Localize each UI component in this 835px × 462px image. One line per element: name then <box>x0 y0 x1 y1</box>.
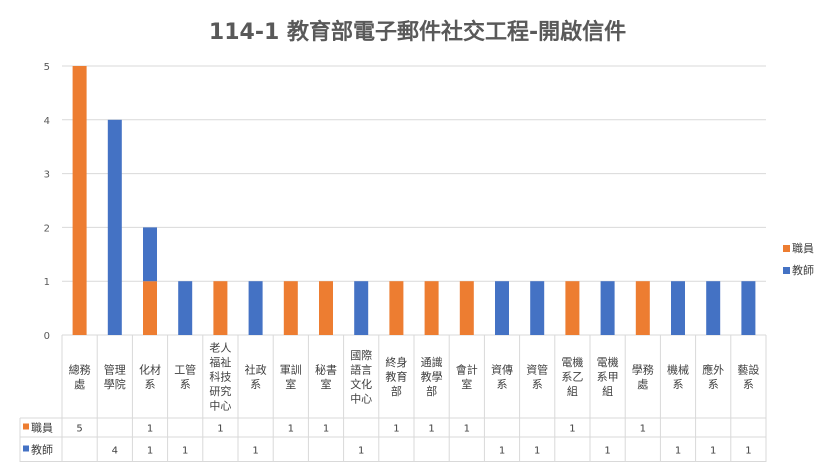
table-cell-value: 1 <box>182 446 188 457</box>
table-cell-value: 1 <box>710 446 716 457</box>
bar-staff <box>459 281 474 335</box>
x-tick-label: 會計室 <box>456 362 478 391</box>
bar-teacher <box>671 281 685 335</box>
table-cell-value: 1 <box>640 424 646 435</box>
y-tick-label: 2 <box>44 223 50 234</box>
bar-staff <box>283 281 298 335</box>
table-cell-value: 1 <box>288 424 294 435</box>
x-tick-label: 機械系 <box>667 362 689 391</box>
bar-staff <box>72 66 87 335</box>
x-tick-label: 電機系甲組 <box>597 355 619 398</box>
y-tick-label: 5 <box>44 62 50 73</box>
x-tick-label: 學務處 <box>632 362 654 391</box>
table-cell-value: 1 <box>675 446 681 457</box>
legend-swatch-staff <box>783 245 790 252</box>
legend-label-teacher: 教師 <box>792 264 814 277</box>
legend-item-teacher: 教師 <box>783 262 814 278</box>
table-cell-value: 1 <box>147 446 153 457</box>
x-tick-label: 資管系 <box>526 362 548 391</box>
table-cell-value: 1 <box>252 446 258 457</box>
x-tick-label: 國際語言文化中心 <box>350 349 372 406</box>
legend-label-staff: 職員 <box>792 242 814 255</box>
x-tick-label: 資傳系 <box>491 363 513 391</box>
bar-teacher <box>143 227 157 282</box>
bar-staff <box>213 281 228 335</box>
legend-swatch-teacher <box>783 267 790 274</box>
bar-staff <box>389 281 404 335</box>
table-row-label: 教師 <box>31 444 53 457</box>
y-tick-label: 3 <box>44 170 50 181</box>
table-cell-value: 1 <box>323 424 329 435</box>
bar-staff <box>143 281 157 335</box>
bar-teacher <box>530 281 545 335</box>
x-tick-label: 管理學院 <box>104 362 126 391</box>
table-row-label: 職員 <box>31 422 53 435</box>
table-cell-value: 1 <box>534 446 540 457</box>
table-cell-value: 5 <box>76 424 82 435</box>
y-tick-label: 0 <box>44 331 50 342</box>
x-tick-label: 總務處 <box>69 362 91 391</box>
table-cell-value: 1 <box>147 424 153 435</box>
x-tick-label: 工管系 <box>174 362 196 391</box>
table-legend-key-staff <box>23 423 29 430</box>
bar-staff <box>565 281 580 335</box>
table-cell-value: 1 <box>464 424 470 435</box>
table-cell-value: 1 <box>428 424 434 435</box>
legend-item-staff: 職員 <box>783 240 814 256</box>
table-cell-value: 4 <box>112 446 118 457</box>
bar-teacher <box>600 281 615 335</box>
bar-teacher <box>354 281 369 335</box>
table-cell-value: 1 <box>569 424 575 435</box>
table-cell-value: 1 <box>745 446 751 457</box>
x-tick-label: 化材系 <box>139 362 161 391</box>
bar-staff <box>319 281 333 335</box>
x-tick-label: 應外系 <box>702 362 724 391</box>
bar-teacher <box>107 119 122 335</box>
bar-teacher <box>248 281 263 335</box>
x-tick-label: 通識教學部 <box>421 356 443 398</box>
table-cell-value: 1 <box>604 446 610 457</box>
table-cell-value: 1 <box>499 446 505 457</box>
bar-teacher <box>178 281 193 335</box>
x-tick-label: 秘書室 <box>315 362 337 391</box>
x-tick-label: 老人福祉科技研究中心 <box>209 342 231 413</box>
table-legend-key-teacher <box>23 445 29 452</box>
x-tick-label: 軍訓室 <box>280 362 302 391</box>
bar-teacher <box>706 281 721 335</box>
bar-teacher <box>741 281 756 335</box>
y-tick-label: 4 <box>44 116 50 127</box>
table-cell-value: 1 <box>217 424 223 435</box>
x-tick-label: 社政系 <box>245 362 267 391</box>
x-tick-label: 終身教育部 <box>385 355 407 398</box>
bar-teacher <box>495 281 509 335</box>
chart-title: 114-1 教育部電子郵件社交工程-開啟信件 <box>208 20 627 45</box>
x-tick-label: 藝設系 <box>737 362 759 391</box>
bar-staff <box>424 281 439 335</box>
y-tick-label: 1 <box>44 277 50 288</box>
table-cell-value: 1 <box>393 424 399 435</box>
bar-staff <box>635 281 650 335</box>
table-cell-value: 1 <box>358 446 364 457</box>
x-tick-label: 電機系乙組 <box>561 355 583 398</box>
